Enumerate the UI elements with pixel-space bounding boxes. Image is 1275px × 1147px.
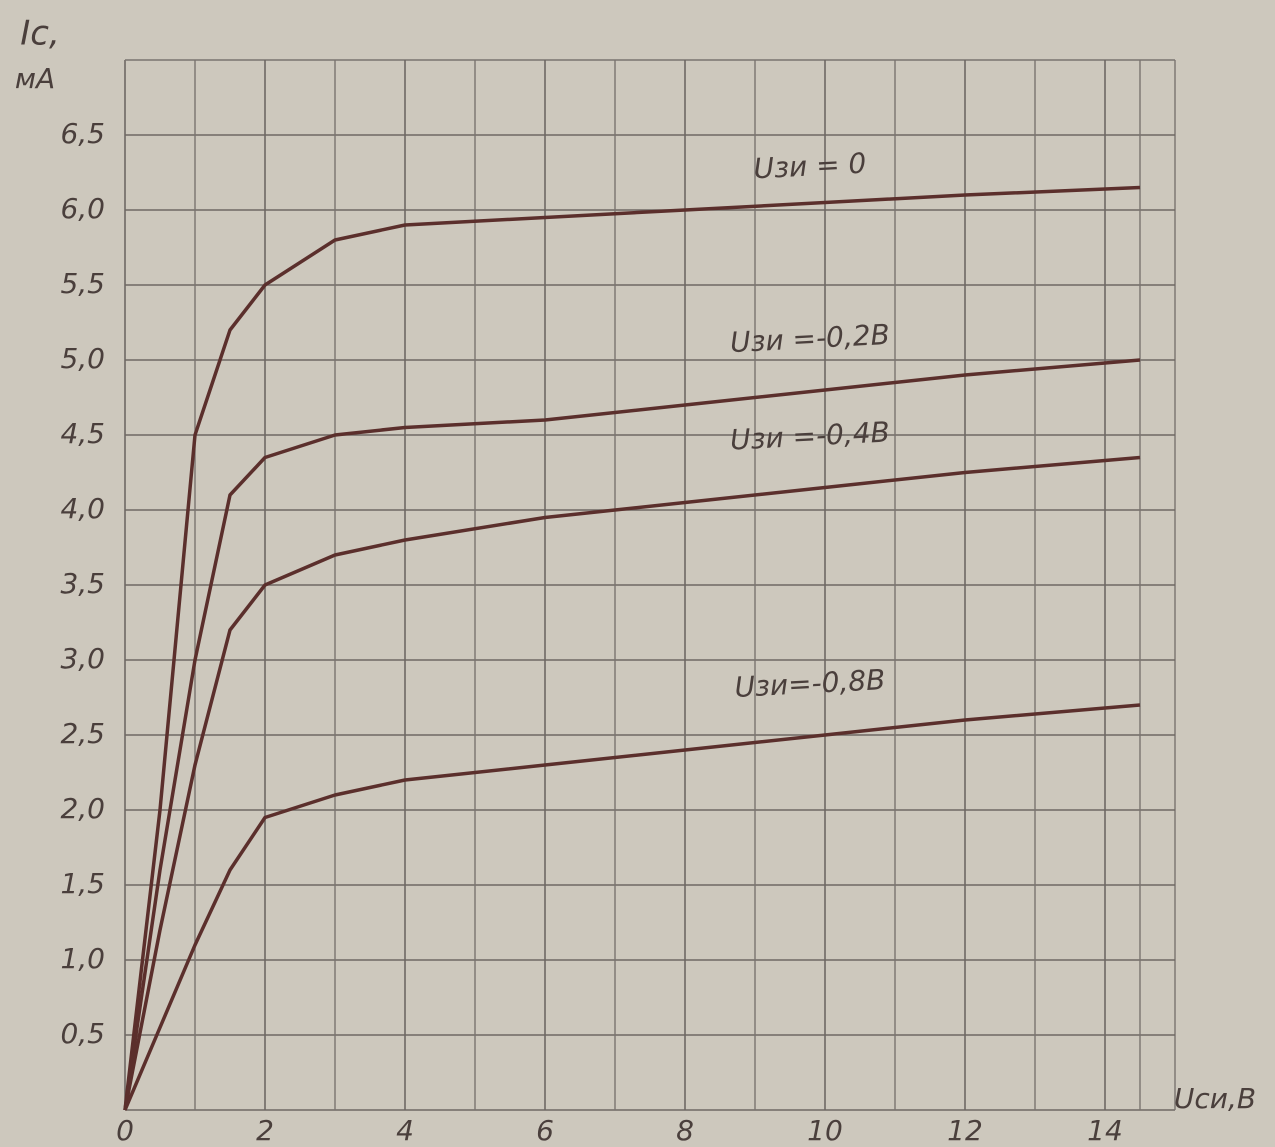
y-axis-unit: мA bbox=[15, 62, 55, 95]
paper bbox=[0, 0, 1275, 1147]
chart: Ic, мA Uси,В 0,5 1,0 1,5 2,0 2,5 3,0 3,5 4,0 4,5… bbox=[0, 0, 1275, 1147]
y-tick-label: 5,5 bbox=[60, 267, 105, 300]
x-tick-label: 8 bbox=[676, 1114, 694, 1147]
x-tick-label: 10 bbox=[807, 1114, 843, 1147]
x-tick-label: 4 bbox=[396, 1114, 414, 1147]
y-tick-label: 1,0 bbox=[60, 942, 105, 975]
y-tick-label: 3,5 bbox=[60, 567, 105, 600]
y-tick-label: 2,5 bbox=[60, 717, 105, 750]
y-axis-label: Ic, bbox=[20, 14, 60, 54]
x-tick-label: 6 bbox=[536, 1114, 554, 1147]
x-tick-label: 2 bbox=[256, 1114, 274, 1147]
y-tick-label: 1,5 bbox=[60, 867, 105, 900]
x-tick-label: 0 bbox=[116, 1114, 134, 1147]
curve-label: Uзи = 0 bbox=[753, 147, 867, 186]
y-tick-label: 6,0 bbox=[60, 192, 105, 225]
x-axis-label: Uси,В bbox=[1174, 1082, 1256, 1115]
y-tick-label: 4,0 bbox=[60, 492, 105, 525]
x-tick-label: 14 bbox=[1087, 1114, 1123, 1147]
y-tick-label: 3,0 bbox=[60, 642, 105, 675]
y-tick-label: 4,5 bbox=[60, 417, 105, 450]
y-tick-label: 6,5 bbox=[60, 117, 105, 150]
x-tick-label: 12 bbox=[947, 1114, 983, 1147]
y-tick-label: 0,5 bbox=[60, 1017, 105, 1050]
y-tick-label: 2,0 bbox=[60, 792, 105, 825]
y-tick-label: 5,0 bbox=[60, 342, 105, 375]
